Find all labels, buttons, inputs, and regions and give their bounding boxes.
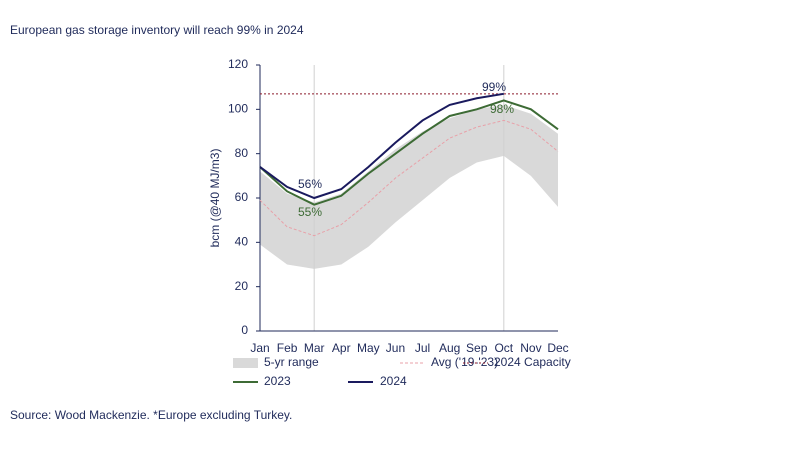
- x-tick-label: Jul: [415, 341, 430, 355]
- x-tick-label: May: [357, 341, 380, 355]
- legend-label: Avg ('19-'23): [431, 355, 498, 369]
- legend-swatch: [233, 358, 258, 368]
- legend-label: 2024 Capacity: [494, 355, 571, 369]
- y-tick-label: 100: [228, 102, 248, 116]
- series-line: [259, 92, 504, 200]
- x-tick-label: Nov: [520, 341, 541, 355]
- legend-label: 2024: [380, 374, 407, 388]
- chart-title: European gas storage inventory will reac…: [10, 23, 304, 37]
- x-tick-label: Dec: [547, 341, 568, 355]
- annotation: 99%: [482, 80, 506, 94]
- y-tick-label: 40: [235, 235, 249, 249]
- series-line: [259, 99, 559, 206]
- annotation: 56%: [298, 177, 322, 191]
- y-tick-label: 20: [235, 279, 249, 293]
- y-tick-label: 60: [235, 190, 249, 204]
- annotation: 55%: [298, 205, 322, 219]
- x-tick-label: Feb: [277, 341, 298, 355]
- y-tick-label: 120: [228, 57, 248, 71]
- x-tick-label: Mar: [304, 341, 325, 355]
- range-band: [260, 104, 558, 269]
- y-axis-label: bcm (@40 MJ/m3): [208, 149, 222, 248]
- y-tick-label: 0: [241, 323, 248, 337]
- x-tick-label: Oct: [494, 341, 513, 355]
- annotation: 98%: [490, 102, 514, 116]
- x-tick-label: Apr: [332, 341, 351, 355]
- source-note: Source: Wood Mackenzie. *Europe excludin…: [10, 408, 292, 422]
- y-tick-label: 80: [235, 146, 249, 160]
- x-tick-label: Sep: [466, 341, 488, 355]
- x-tick-label: Jan: [250, 341, 269, 355]
- series-line: [259, 119, 559, 237]
- x-tick-label: Aug: [439, 341, 460, 355]
- x-tick-label: Jun: [386, 341, 405, 355]
- legend-label: 2023: [264, 374, 291, 388]
- legend-label: 5-yr range: [264, 355, 319, 369]
